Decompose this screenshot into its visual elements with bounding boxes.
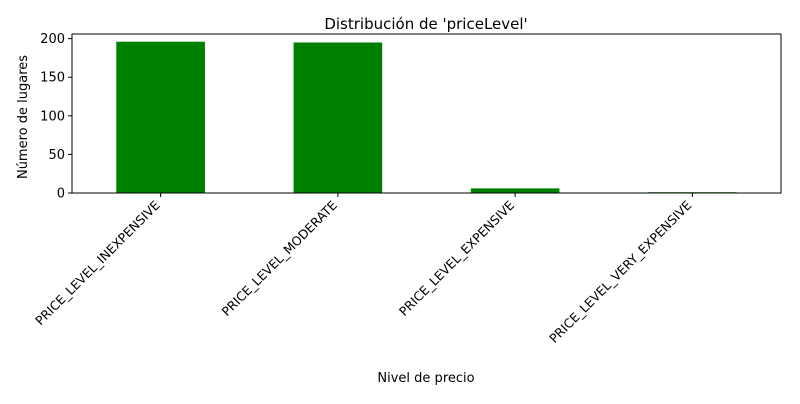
x-tick-label: PRICE_LEVEL_EXPENSIVE <box>396 197 517 318</box>
bar-price-level-inexpensive <box>116 41 205 193</box>
y-tick-label: 50 <box>48 148 65 163</box>
y-axis-label: Número de lugares <box>16 55 31 179</box>
chart-title: Distribución de 'priceLevel' <box>324 15 527 33</box>
x-tick-label: PRICE_LEVEL_MODERATE <box>219 197 341 319</box>
bars-group <box>116 41 737 193</box>
plot-frame <box>71 33 782 194</box>
x-axis-label: Nivel de precio <box>377 371 474 386</box>
x-tick-label: PRICE_LEVEL_VERY_EXPENSIVE <box>546 197 694 345</box>
y-tick-label: 200 <box>40 32 65 47</box>
y-tick-label: 0 <box>57 187 65 202</box>
y-tick-label: 150 <box>40 71 65 86</box>
bar-price-level-expensive <box>470 188 560 193</box>
x-tick-label: PRICE_LEVEL_INEXPENSIVE <box>32 197 163 328</box>
y-tick-label: 100 <box>40 109 65 124</box>
bar-price-level-moderate <box>293 42 383 193</box>
